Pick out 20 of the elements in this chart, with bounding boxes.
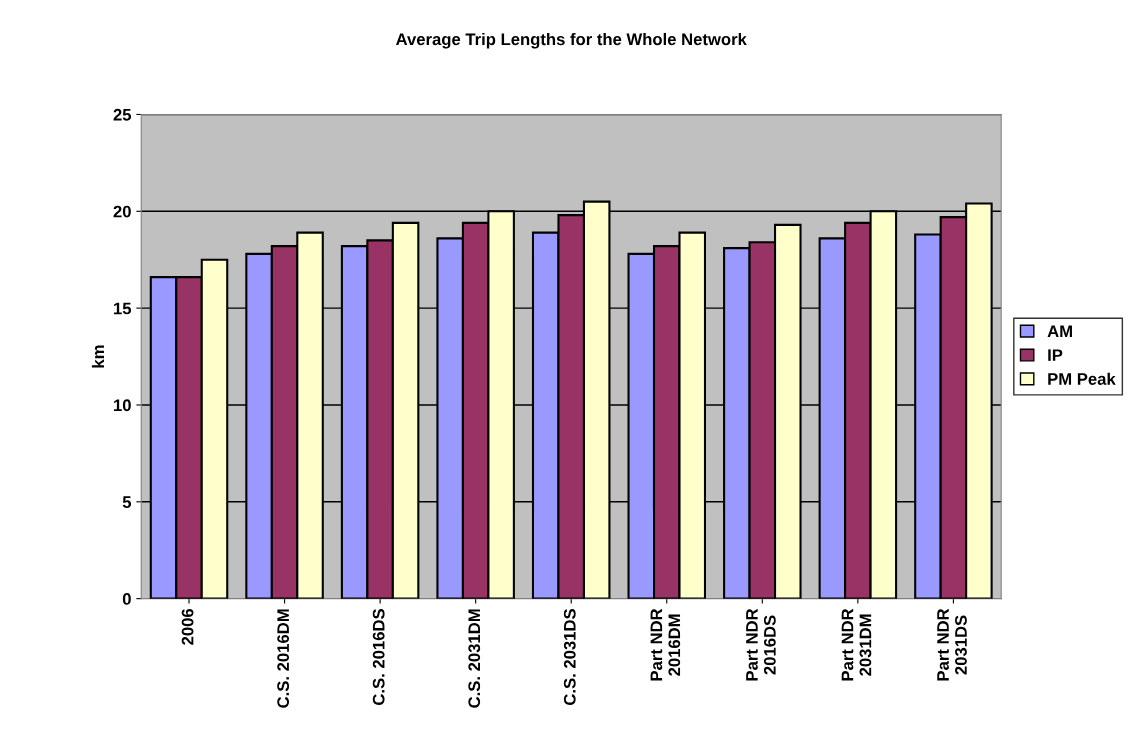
x-tick-label: Part NDR 2031DM [841, 608, 872, 681]
y-axis-title: km [91, 345, 104, 368]
x-tick-label: Part NDR 2016DS [746, 608, 776, 681]
x-tick-label: C.S. 2031DS [563, 609, 576, 705]
y-tick-label: 5 [122, 496, 132, 508]
legend-label: AM [1047, 325, 1072, 337]
x-tick-label: C.S. 2016DM [277, 609, 290, 708]
y-tick-label: 25 [113, 108, 132, 121]
x-tick-label: 2006 [181, 608, 194, 645]
x-tick-label: C.S. 2031DM [468, 609, 481, 708]
chart-title: Average Trip Lengths for the Whole Network [396, 32, 747, 49]
x-tick-label: C.S. 2016DS [372, 609, 385, 705]
y-tick-label: 20 [113, 205, 131, 218]
y-tick-label: 15 [114, 302, 132, 315]
x-tick-label: Part NDR 2016DM [650, 608, 681, 681]
legend-label: PM Peak [1048, 372, 1116, 385]
x-tick-label: Part NDR 2031DS [937, 608, 967, 681]
legend-label: IP [1048, 349, 1063, 361]
y-tick-label: 10 [114, 399, 131, 412]
y-tick-label: 0 [122, 593, 131, 605]
